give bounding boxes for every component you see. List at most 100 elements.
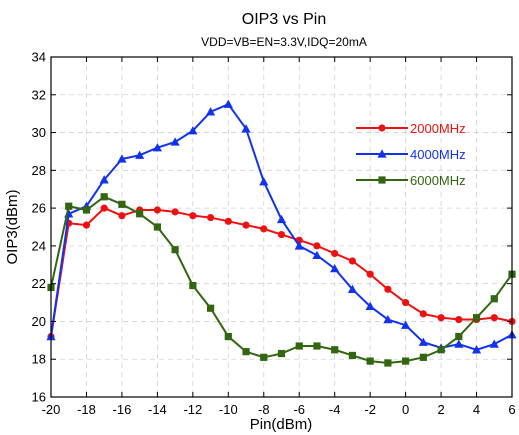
legend-item-2000MHz: 2000MHz bbox=[356, 121, 466, 136]
data-point-2000MHz bbox=[224, 217, 232, 225]
data-point-2000MHz bbox=[384, 285, 392, 293]
data-point-2000MHz bbox=[277, 230, 286, 239]
legend-label-6000MHz: 6000MHz bbox=[410, 173, 466, 188]
data-point-6000MHz bbox=[82, 206, 91, 214]
y-tick-label: 20 bbox=[32, 314, 46, 329]
data-point-4000MHz bbox=[294, 241, 304, 250]
data-point-2000MHz bbox=[260, 225, 268, 233]
x-tick-label: 4 bbox=[473, 402, 480, 417]
series-6000MHz bbox=[47, 193, 516, 367]
data-point-4000MHz bbox=[383, 314, 393, 324]
x-tick-label: -4 bbox=[329, 402, 341, 417]
data-point-4000MHz bbox=[99, 175, 109, 184]
data-point-4000MHz bbox=[418, 337, 428, 346]
data-point-6000MHz bbox=[295, 342, 303, 350]
series-line-4000MHz bbox=[50, 102, 513, 351]
data-point-4000MHz bbox=[489, 339, 499, 348]
data-point-6000MHz bbox=[348, 351, 357, 360]
x-axis-label: Pin(dBm) bbox=[250, 416, 313, 433]
data-point-6000MHz bbox=[384, 359, 392, 367]
series-2000MHz bbox=[47, 204, 516, 341]
y-tick-label: 32 bbox=[32, 87, 46, 102]
y-tick-label: 16 bbox=[32, 390, 46, 405]
data-point-2000MHz bbox=[490, 314, 498, 322]
x-tick-label: -2 bbox=[364, 402, 376, 417]
data-point-6000MHz bbox=[490, 295, 498, 303]
data-point-4000MHz bbox=[152, 143, 162, 152]
x-tick-label: -18 bbox=[77, 402, 96, 417]
data-point-4000MHz bbox=[330, 263, 340, 273]
grid-lines bbox=[51, 57, 512, 397]
data-point-4000MHz bbox=[365, 301, 375, 311]
data-point-4000MHz bbox=[276, 214, 287, 224]
data-point-2000MHz bbox=[348, 257, 357, 265]
data-point-4000MHz bbox=[223, 99, 233, 108]
data-point-2000MHz bbox=[313, 242, 321, 250]
data-point-6000MHz bbox=[313, 342, 321, 350]
data-point-6000MHz bbox=[437, 346, 445, 354]
y-axis-label: OIP3(dBm) bbox=[4, 189, 21, 264]
data-point-6000MHz bbox=[455, 332, 463, 341]
chart-subtitle: VDD=VB=EN=3.3V,IDQ=20mA bbox=[201, 35, 367, 49]
y-tick-label: 18 bbox=[32, 352, 46, 367]
data-point-4000MHz bbox=[205, 107, 216, 116]
x-tick-label: -20 bbox=[42, 402, 61, 417]
data-point-4000MHz bbox=[170, 137, 180, 146]
data-point-2000MHz bbox=[82, 221, 91, 229]
data-point-6000MHz bbox=[402, 357, 410, 365]
data-point-6000MHz bbox=[242, 348, 250, 356]
y-tick-label: 26 bbox=[32, 201, 46, 216]
axis-ticks: -20 -18 -16 -14 -12 -10 -8 -6 -4 -2 0 2 4 61618202224… bbox=[32, 50, 516, 418]
x-tick-label: -8 bbox=[258, 402, 270, 417]
data-point-6000MHz bbox=[277, 349, 286, 358]
data-point-2000MHz bbox=[366, 270, 374, 278]
legend-label-2000MHz: 2000MHz bbox=[410, 121, 466, 136]
data-point-4000MHz bbox=[312, 250, 322, 260]
data-point-4000MHz bbox=[471, 345, 482, 354]
data-point-4000MHz bbox=[135, 150, 145, 159]
data-point-4000MHz bbox=[347, 284, 358, 294]
legend-item-4000MHz: 4000MHz bbox=[356, 147, 466, 162]
data-point-2000MHz bbox=[153, 206, 161, 214]
chart-title: OIP3 vs Pin bbox=[242, 11, 326, 28]
data-point-2000MHz bbox=[118, 212, 126, 220]
data-point-6000MHz bbox=[153, 223, 161, 231]
data-point-6000MHz bbox=[100, 193, 108, 201]
y-tick-label: 28 bbox=[32, 163, 46, 178]
data-point-2000MHz bbox=[455, 315, 463, 324]
data-point-6000MHz bbox=[224, 332, 232, 341]
x-tick-label: -10 bbox=[219, 402, 238, 417]
y-tick-label: 22 bbox=[32, 276, 46, 291]
series-group bbox=[46, 99, 517, 367]
x-tick-label: 6 bbox=[508, 402, 515, 417]
data-point-2000MHz bbox=[331, 249, 339, 258]
data-point-2000MHz bbox=[171, 208, 179, 216]
data-point-6000MHz bbox=[419, 353, 427, 361]
data-point-4000MHz bbox=[117, 154, 127, 163]
data-point-2000MHz bbox=[242, 221, 250, 229]
data-point-4000MHz bbox=[401, 320, 411, 329]
series-4000MHz bbox=[46, 99, 517, 354]
data-point-2000MHz bbox=[402, 298, 410, 307]
data-point-6000MHz bbox=[206, 304, 215, 312]
data-point-6000MHz bbox=[171, 246, 179, 254]
legend-marker-6000MHz bbox=[378, 176, 386, 184]
data-point-4000MHz bbox=[241, 124, 251, 133]
data-point-6000MHz bbox=[260, 353, 268, 361]
x-tick-label: -6 bbox=[293, 402, 305, 417]
data-point-6000MHz bbox=[189, 281, 197, 290]
data-point-2000MHz bbox=[100, 204, 108, 212]
data-point-2000MHz bbox=[437, 314, 445, 322]
data-point-6000MHz bbox=[118, 200, 126, 208]
data-point-4000MHz bbox=[259, 177, 269, 186]
legend-item-6000MHz: 6000MHz bbox=[356, 173, 466, 188]
legend-label-4000MHz: 4000MHz bbox=[410, 147, 466, 162]
y-tick-label: 30 bbox=[32, 125, 46, 140]
x-tick-label: 2 bbox=[437, 402, 444, 417]
data-point-4000MHz bbox=[188, 126, 198, 135]
x-tick-label: -12 bbox=[183, 402, 202, 417]
data-point-6000MHz bbox=[331, 346, 339, 354]
legend-marker-2000MHz bbox=[378, 124, 386, 132]
data-point-6000MHz bbox=[136, 210, 144, 218]
